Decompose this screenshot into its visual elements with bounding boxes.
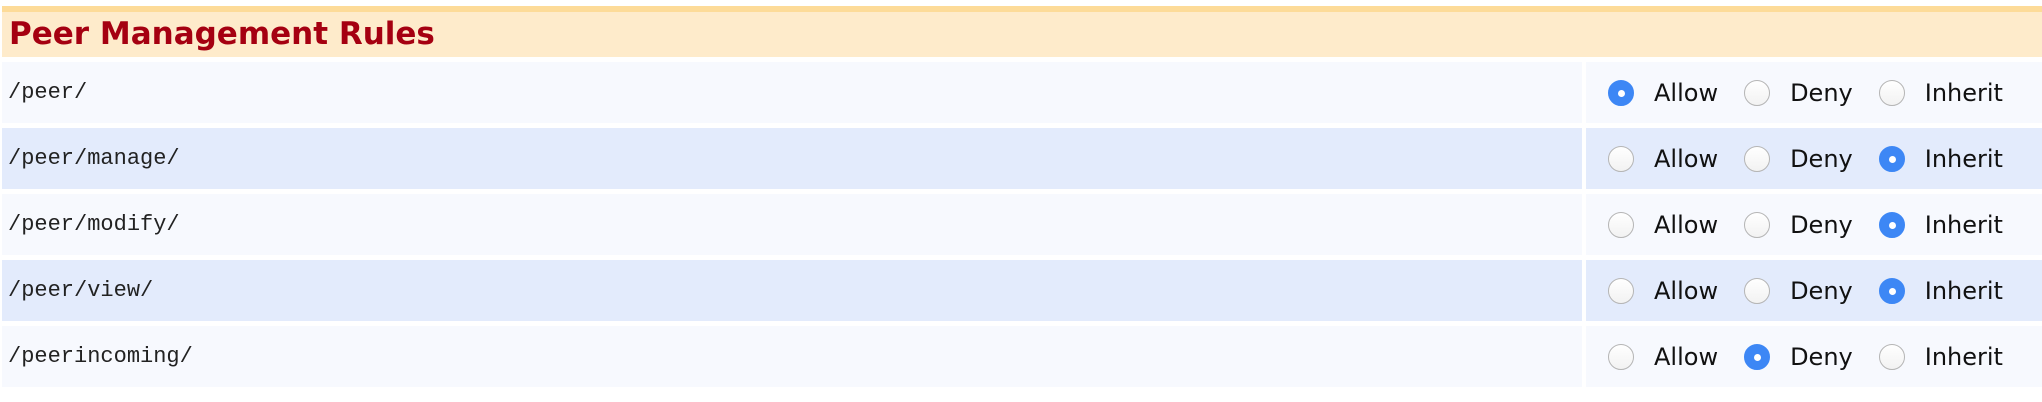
radio-deny[interactable]	[1744, 211, 1771, 238]
rule-row: /peer/Allow Deny Inherit	[2, 62, 2042, 123]
option-inherit[interactable]: Inherit	[1878, 78, 2003, 107]
radio-inherit[interactable]	[1878, 211, 1905, 238]
radio-deny[interactable]	[1744, 145, 1771, 172]
rule-options: Allow Deny Inherit	[1586, 260, 2042, 321]
rule-options: Allow Deny Inherit	[1586, 194, 2042, 255]
rule-path: /peer/view/	[2, 260, 1582, 321]
radio-deny[interactable]	[1744, 343, 1771, 370]
option-allow[interactable]: Allow	[1608, 343, 1718, 371]
radio-allow[interactable]	[1608, 79, 1634, 106]
radio-deny[interactable]	[1744, 277, 1771, 304]
radio-allow[interactable]	[1608, 145, 1634, 172]
rule-options: Allow Deny Inherit	[1586, 128, 2042, 189]
radio-inherit[interactable]	[1878, 79, 1905, 106]
option-label: Deny	[1790, 144, 1853, 173]
option-deny[interactable]: Deny	[1744, 211, 1853, 239]
option-label: Inherit	[1924, 78, 2003, 107]
option-label: Deny	[1790, 210, 1853, 239]
radio-allow[interactable]	[1608, 277, 1634, 304]
option-deny[interactable]: Deny	[1744, 277, 1853, 305]
option-allow[interactable]: Allow	[1608, 277, 1718, 305]
rule-path: /peer/modify/	[2, 194, 1582, 255]
rule-row: /peerincoming/Allow Deny Inherit	[2, 326, 2042, 387]
option-label: Allow	[1654, 144, 1719, 173]
radio-allow[interactable]	[1608, 211, 1634, 238]
peer-management-rules-panel: Peer Management Rules /peer/Allow Deny Inh…	[2, 6, 2042, 392]
rule-row: /peer/manage/Allow Deny Inherit	[2, 128, 2042, 189]
rules-table: /peer/Allow Deny Inherit/peer/manage/Allow…	[2, 62, 2042, 387]
rule-path: /peer/	[2, 62, 1582, 123]
radio-deny[interactable]	[1744, 79, 1771, 106]
rule-options: Allow Deny Inherit	[1586, 62, 2042, 123]
rule-row: /peer/view/Allow Deny Inherit	[2, 260, 2042, 321]
option-label: Allow	[1654, 78, 1719, 107]
option-label: Inherit	[1924, 276, 2003, 305]
option-label: Allow	[1654, 276, 1719, 305]
option-inherit[interactable]: Inherit	[1878, 144, 2003, 173]
rule-row: /peer/modify/Allow Deny Inherit	[2, 194, 2042, 255]
option-label: Inherit	[1924, 144, 2003, 173]
rule-path: /peerincoming/	[2, 326, 1582, 387]
option-label: Inherit	[1924, 210, 2003, 239]
radio-allow[interactable]	[1608, 343, 1634, 370]
radio-inherit[interactable]	[1878, 343, 1905, 370]
option-label: Inherit	[1924, 342, 2003, 371]
option-deny[interactable]: Deny	[1744, 343, 1853, 371]
option-label: Allow	[1654, 210, 1719, 239]
option-deny[interactable]: Deny	[1744, 79, 1853, 107]
option-label: Allow	[1654, 342, 1719, 371]
option-deny[interactable]: Deny	[1744, 145, 1853, 173]
option-inherit[interactable]: Inherit	[1878, 342, 2003, 371]
section-title: Peer Management Rules	[9, 16, 435, 52]
rule-path: /peer/manage/	[2, 128, 1582, 189]
option-inherit[interactable]: Inherit	[1878, 210, 2003, 239]
option-label: Deny	[1790, 276, 1853, 305]
radio-inherit[interactable]	[1878, 145, 1905, 172]
option-inherit[interactable]: Inherit	[1878, 276, 2003, 305]
option-allow[interactable]: Allow	[1608, 79, 1718, 107]
option-label: Deny	[1790, 78, 1853, 107]
radio-inherit[interactable]	[1878, 277, 1905, 304]
section-header: Peer Management Rules	[2, 6, 2042, 57]
option-allow[interactable]: Allow	[1608, 211, 1718, 239]
rule-options: Allow Deny Inherit	[1586, 326, 2042, 387]
option-allow[interactable]: Allow	[1608, 145, 1718, 173]
option-label: Deny	[1790, 342, 1853, 371]
